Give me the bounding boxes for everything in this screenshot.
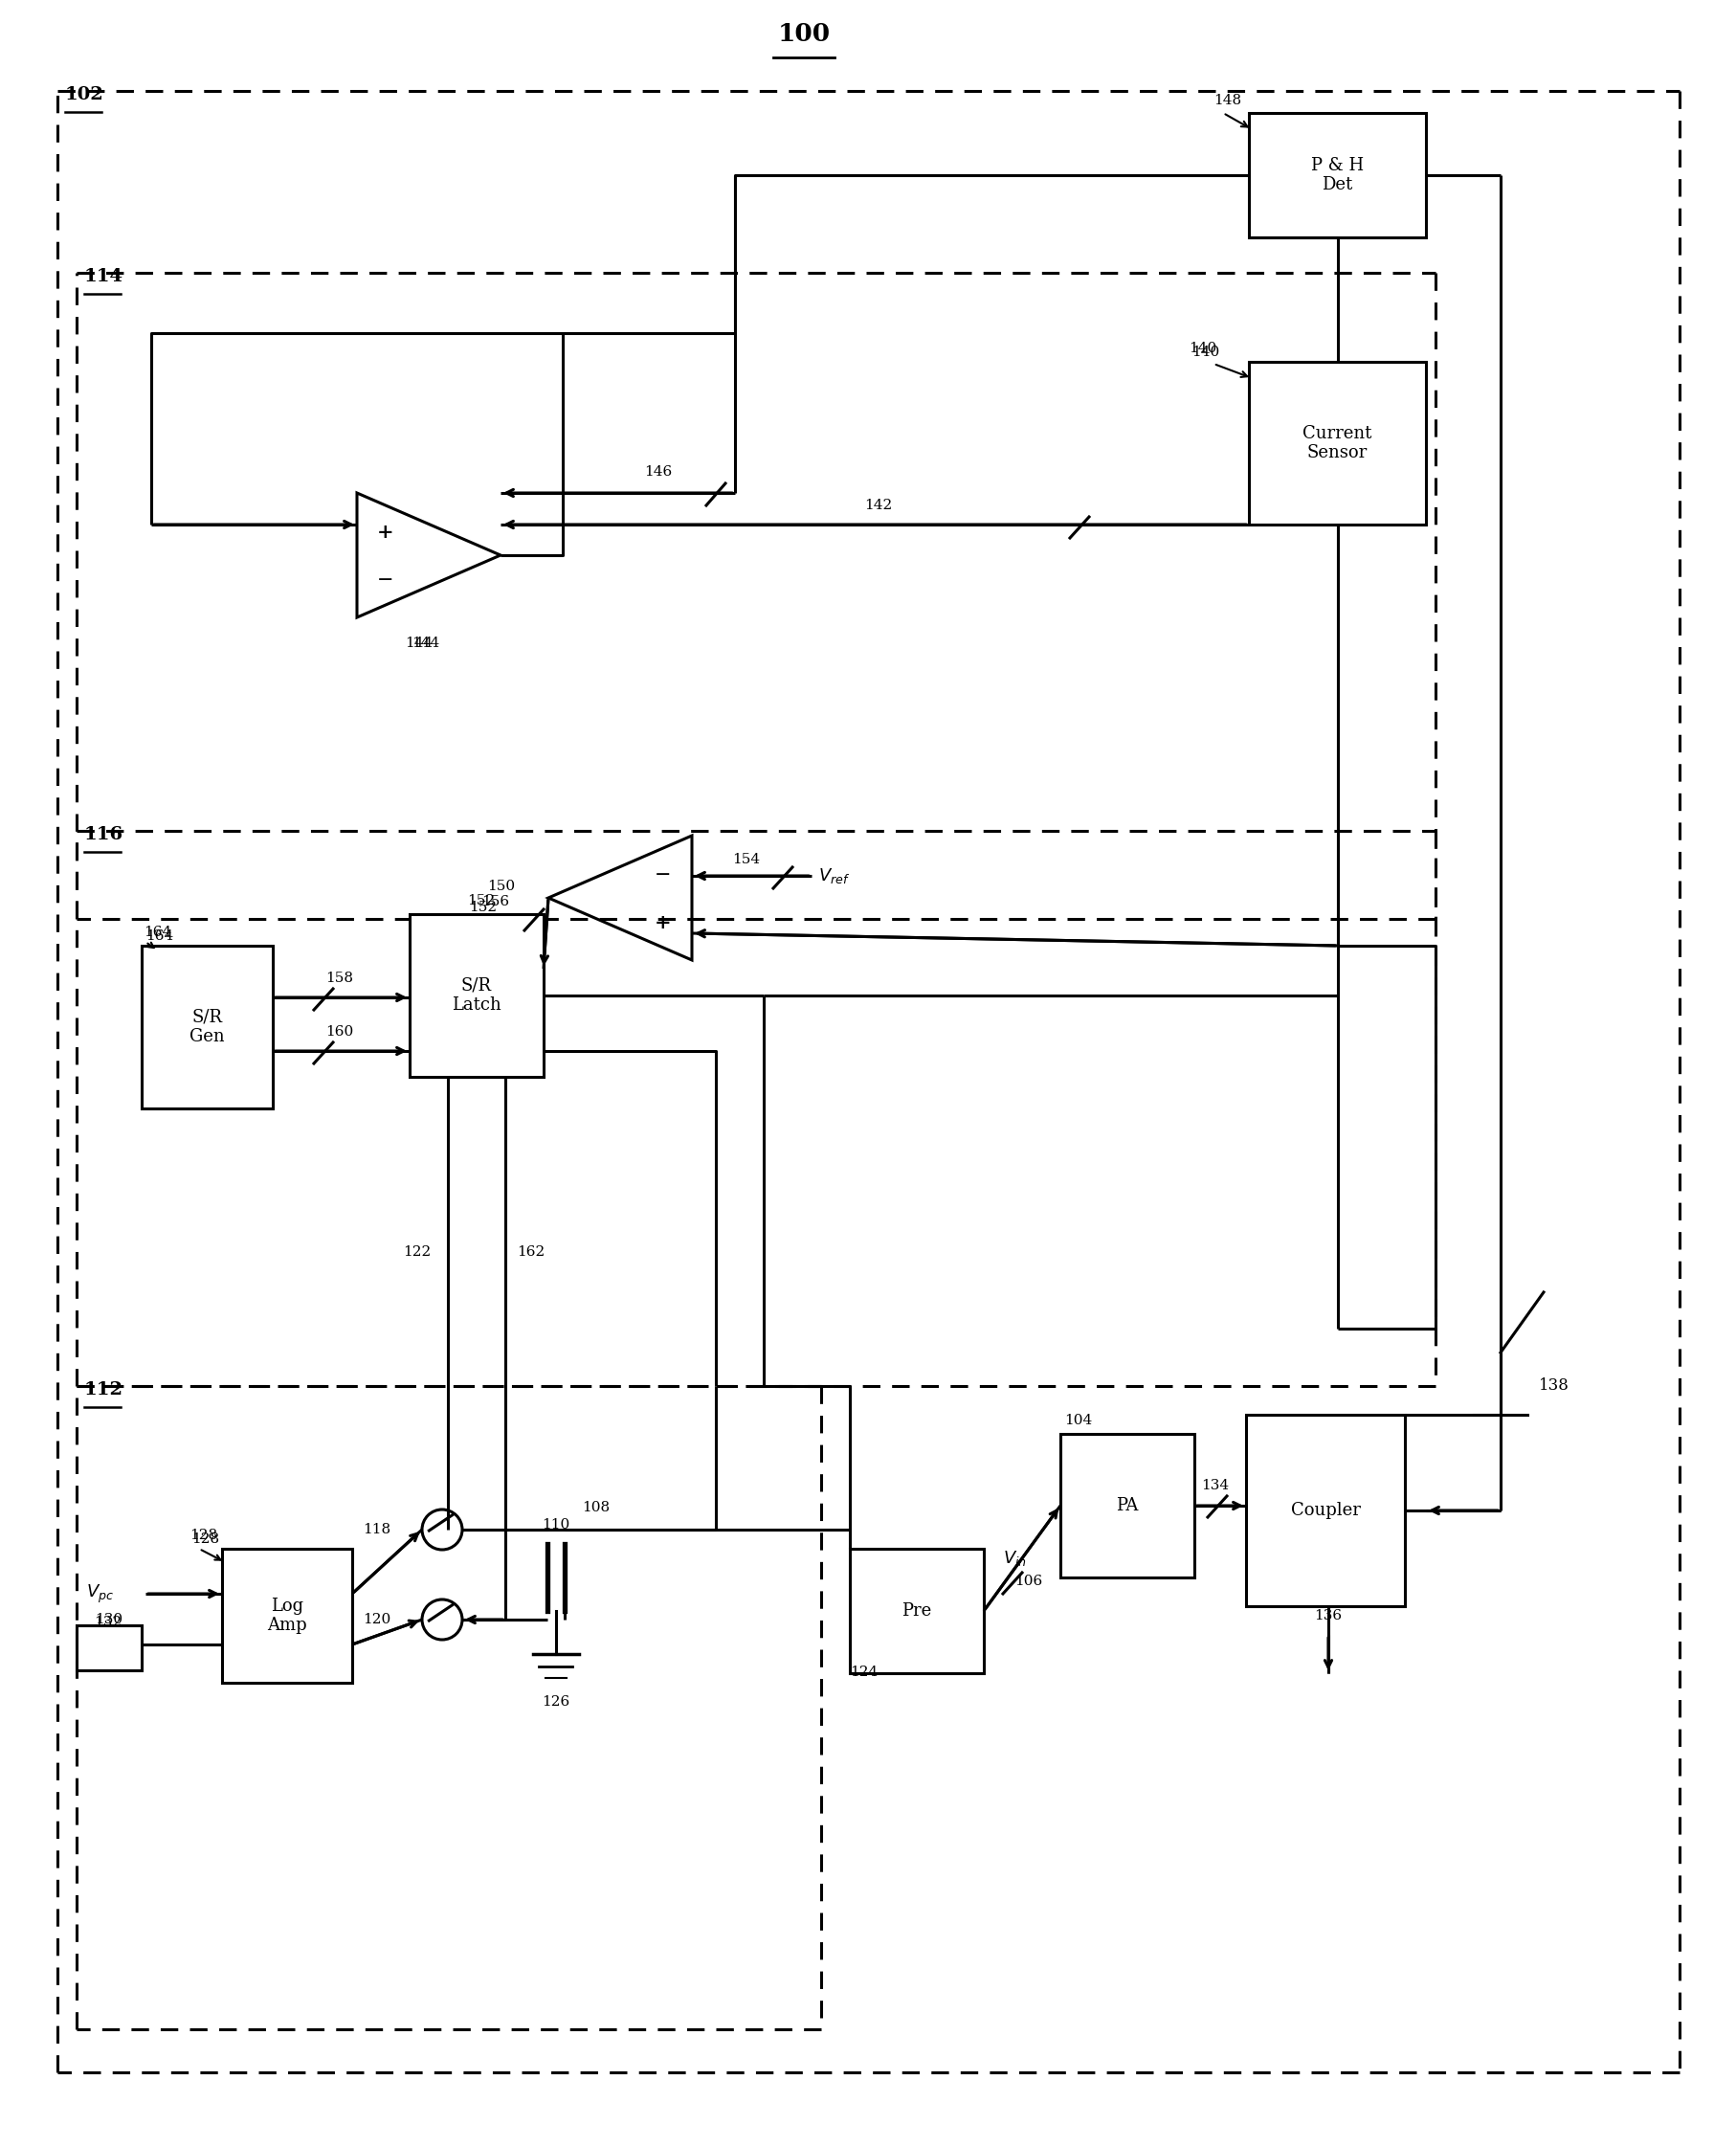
Text: $V_{ref}$: $V_{ref}$ — [818, 865, 849, 885]
Text: 120: 120 — [363, 1612, 391, 1625]
Text: 138: 138 — [1538, 1378, 1569, 1393]
Text: 152: 152 — [469, 902, 496, 915]
Text: 122: 122 — [403, 1245, 431, 1258]
Text: −: − — [654, 865, 672, 885]
Text: 112: 112 — [83, 1381, 123, 1398]
Text: 142: 142 — [865, 498, 892, 513]
Text: 130: 130 — [95, 1612, 123, 1625]
Text: −: − — [377, 571, 394, 588]
Text: 128: 128 — [189, 1529, 217, 1542]
Text: 162: 162 — [517, 1245, 545, 1258]
Text: 116: 116 — [83, 827, 123, 844]
Text: 102: 102 — [64, 86, 104, 103]
Text: 140: 140 — [1187, 341, 1215, 354]
Text: 124: 124 — [849, 1666, 877, 1679]
Text: 108: 108 — [582, 1501, 609, 1514]
Text: 104: 104 — [1064, 1413, 1092, 1428]
Text: 144: 144 — [411, 636, 439, 651]
Text: 114: 114 — [83, 268, 123, 286]
Text: 160: 160 — [326, 1024, 354, 1039]
Text: Pre: Pre — [901, 1602, 930, 1619]
Text: 118: 118 — [363, 1522, 391, 1537]
Text: 132: 132 — [94, 1617, 122, 1630]
Text: +: + — [377, 522, 394, 541]
Bar — [1245, 1415, 1404, 1606]
Text: 126: 126 — [542, 1696, 569, 1709]
Text: 134: 134 — [1201, 1479, 1229, 1492]
Text: 164: 164 — [146, 930, 174, 943]
Text: $V_{in}$: $V_{in}$ — [1002, 1548, 1026, 1567]
Text: 140: 140 — [1191, 346, 1219, 359]
Text: 156: 156 — [481, 895, 509, 908]
Text: P & H
Det: P & H Det — [1311, 157, 1363, 193]
Bar — [222, 1548, 352, 1683]
Text: 106: 106 — [1014, 1574, 1042, 1589]
Text: $V_{pc}$: $V_{pc}$ — [87, 1582, 115, 1604]
Text: 150: 150 — [486, 880, 514, 893]
Text: 164: 164 — [144, 925, 172, 938]
Text: PA: PA — [1116, 1496, 1137, 1514]
Bar — [76, 1625, 142, 1670]
Text: 152: 152 — [467, 893, 495, 908]
Text: S/R
Latch: S/R Latch — [451, 977, 502, 1013]
Text: 154: 154 — [733, 852, 760, 865]
Text: 136: 136 — [1314, 1608, 1342, 1623]
Bar — [849, 1548, 983, 1673]
Bar — [1248, 114, 1425, 238]
Text: 128: 128 — [191, 1533, 219, 1546]
Text: 100: 100 — [778, 21, 830, 45]
Bar — [142, 945, 273, 1108]
Bar — [1248, 363, 1425, 524]
Text: 144: 144 — [404, 636, 432, 651]
Bar — [1059, 1434, 1194, 1578]
Text: Current
Sensor: Current Sensor — [1302, 425, 1371, 462]
Text: 148: 148 — [1213, 94, 1241, 107]
Text: 158: 158 — [326, 973, 354, 985]
Text: S/R
Gen: S/R Gen — [189, 1009, 224, 1046]
Text: 110: 110 — [542, 1518, 569, 1531]
Text: Coupler: Coupler — [1290, 1503, 1359, 1520]
Text: +: + — [654, 912, 672, 932]
Text: 146: 146 — [644, 466, 672, 479]
Bar — [410, 915, 543, 1078]
Text: Log
Amp: Log Amp — [267, 1597, 307, 1634]
